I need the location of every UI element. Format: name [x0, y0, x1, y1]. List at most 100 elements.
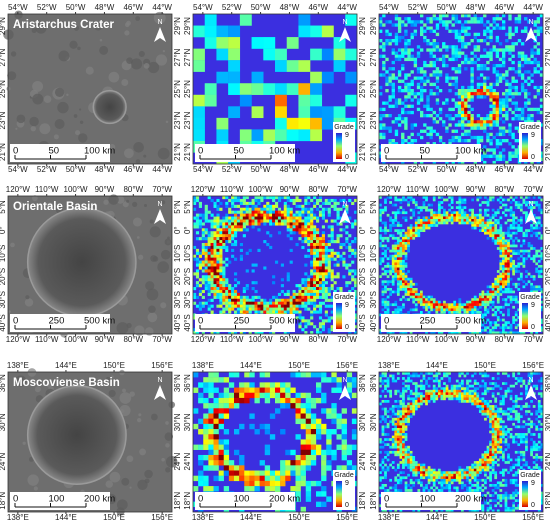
grade-cell — [234, 198, 238, 203]
grade-cell — [489, 139, 493, 143]
grade-cell — [496, 247, 500, 250]
grade-cell — [402, 282, 405, 286]
grade-cell — [505, 79, 509, 83]
grade-cell — [379, 219, 382, 222]
crater — [10, 51, 17, 57]
grade-cell — [539, 26, 544, 30]
grade-cell — [527, 196, 531, 199]
grade-cell — [277, 210, 282, 214]
grade-cell — [203, 480, 209, 487]
lat-label: 36°N — [0, 374, 7, 392]
lat-label: 25°N — [183, 80, 192, 98]
grade-cell — [310, 216, 314, 220]
legend-title: Grade — [520, 294, 540, 301]
grade-cell — [324, 251, 328, 255]
grade-cell — [193, 48, 205, 61]
lon-label: 48°W — [466, 3, 486, 12]
grade-cell — [429, 107, 433, 112]
grade-cell — [430, 224, 434, 227]
grade-cell — [407, 244, 410, 248]
grade-cell — [316, 328, 320, 332]
grade-cell — [339, 198, 343, 203]
grade-cell — [245, 222, 249, 226]
map-panel — [3, 10, 172, 164]
grade-cell — [484, 293, 487, 296]
grade-cell — [448, 303, 451, 307]
grade-cell — [298, 313, 302, 317]
grade-cell — [420, 300, 423, 304]
grade-cell — [440, 219, 444, 222]
grade-cell — [514, 331, 518, 335]
grade-cell — [310, 480, 317, 487]
lon-label: 80°W — [308, 185, 328, 194]
grade-cell — [269, 387, 276, 393]
grade-cell — [399, 305, 403, 309]
crater — [74, 130, 81, 136]
grade-cell — [275, 94, 287, 107]
grade-cell — [464, 29, 468, 33]
grade-cell — [464, 57, 468, 62]
grade-cell — [339, 222, 343, 226]
grade-cell — [222, 272, 226, 276]
grade-cell — [310, 106, 323, 119]
grade-cell — [524, 26, 528, 30]
grade-cell — [512, 249, 516, 253]
grade-cell — [478, 203, 482, 207]
grade-cell — [198, 470, 204, 476]
grade-cell — [348, 216, 352, 220]
grade-cell — [310, 429, 317, 435]
grade-cell — [426, 107, 430, 112]
grade-cell — [318, 213, 323, 217]
grade-cell — [239, 213, 243, 217]
grade-cell — [417, 211, 421, 215]
grade-cell — [448, 29, 452, 33]
grade-cell — [289, 198, 293, 203]
grade-cell — [295, 413, 301, 419]
grade-cell — [448, 123, 452, 127]
grade-cell — [249, 382, 255, 388]
grade-cell — [391, 48, 395, 52]
grade-cell — [396, 249, 400, 253]
grade-cell — [509, 288, 513, 291]
grade-cell — [193, 272, 197, 276]
grade-cell — [324, 272, 328, 276]
grade-cell — [509, 323, 513, 327]
grade-cell — [379, 151, 383, 155]
grade-cell — [494, 231, 498, 235]
grade-cell — [502, 318, 505, 322]
grade-cell — [486, 290, 490, 294]
grade-cell — [399, 282, 403, 286]
grade-cell — [432, 39, 436, 43]
grade-cell — [195, 275, 200, 279]
grade-cell — [504, 252, 508, 255]
grade-cell — [512, 216, 516, 220]
grade-cell — [438, 57, 443, 62]
grade-cell — [327, 213, 331, 217]
grade-cell — [507, 226, 510, 230]
grade-cell — [213, 222, 217, 226]
grade-cell — [382, 23, 386, 27]
grade-cell — [450, 201, 454, 204]
grade-cell — [245, 295, 249, 299]
grade-cell — [222, 284, 226, 288]
grade-cell — [505, 129, 509, 133]
grade-cell — [216, 260, 220, 264]
grade-cell — [422, 203, 426, 207]
grade-cell — [283, 207, 287, 211]
grade-cell — [280, 310, 284, 314]
grade-cell — [435, 221, 439, 225]
grade-cell — [286, 272, 290, 276]
grade-cell — [409, 236, 413, 240]
grade-cell — [495, 132, 500, 137]
grade-cell — [210, 263, 214, 267]
grade-cell — [494, 224, 498, 227]
grade-cell — [479, 157, 484, 162]
grade-cell — [464, 60, 468, 65]
grade-cell — [499, 249, 503, 253]
grade-cell — [321, 465, 327, 471]
grade-cell — [280, 213, 284, 217]
grade-cell — [511, 117, 515, 121]
grade-cell — [231, 225, 235, 229]
grade-cell — [499, 267, 503, 271]
grade-cell — [231, 242, 235, 247]
